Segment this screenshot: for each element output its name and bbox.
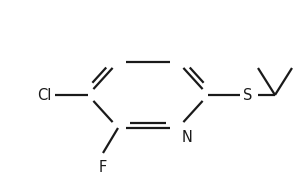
Text: Cl: Cl: [38, 87, 52, 103]
Text: N: N: [182, 130, 193, 145]
Text: S: S: [243, 87, 252, 103]
Text: F: F: [99, 160, 107, 175]
